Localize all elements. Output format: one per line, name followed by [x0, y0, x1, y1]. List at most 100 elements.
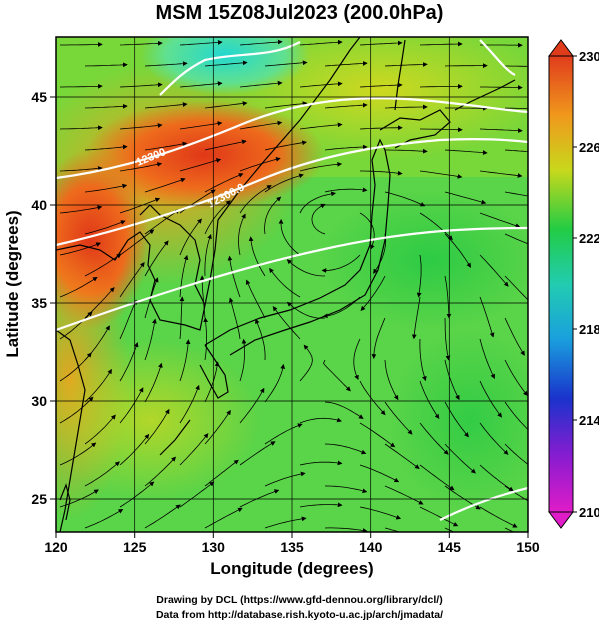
streamline — [59, 242, 101, 256]
streamline — [359, 82, 403, 88]
streamline — [479, 212, 521, 228]
streamline — [385, 148, 428, 154]
streamline — [419, 464, 455, 491]
streamline — [255, 318, 266, 361]
streamline — [144, 141, 188, 151]
streamline — [119, 123, 163, 130]
colorbar-label: 218 — [579, 322, 599, 337]
streamline — [479, 338, 495, 380]
streamline — [384, 104, 428, 110]
streamline — [299, 344, 313, 382]
streamline — [144, 177, 186, 193]
streamline — [119, 262, 145, 298]
streamline — [144, 102, 188, 109]
streamline — [264, 196, 282, 235]
x-tick-label: 150 — [516, 539, 540, 555]
streamline — [505, 65, 528, 67]
streamline — [179, 384, 200, 424]
x-tick-label: 145 — [438, 539, 462, 555]
streamline — [353, 338, 361, 381]
colorbar-label: 230 — [579, 49, 599, 64]
streamline — [119, 387, 144, 424]
x-tick-label: 130 — [202, 539, 226, 555]
colorbar-label: 214 — [579, 413, 599, 428]
streamline — [59, 489, 99, 508]
streamline — [321, 254, 361, 273]
streamline — [204, 60, 248, 67]
streamline — [325, 485, 368, 494]
streamline — [299, 39, 343, 46]
streamline — [179, 40, 223, 46]
streamline — [371, 317, 386, 359]
streamline — [444, 275, 452, 319]
streamline — [227, 255, 241, 298]
streamline — [359, 422, 396, 448]
streamline — [119, 197, 161, 214]
streamline — [84, 508, 124, 529]
streamline — [479, 506, 518, 528]
streamline — [419, 422, 449, 455]
streamline — [179, 254, 189, 298]
streamline — [179, 296, 185, 340]
streamline — [324, 527, 368, 532]
streamline — [245, 279, 266, 319]
streamline — [179, 81, 223, 88]
lat-lon-grid — [56, 37, 528, 532]
streamline — [419, 380, 440, 420]
streamline — [286, 259, 326, 277]
streamline — [84, 183, 128, 193]
streamline — [299, 460, 343, 466]
streamline — [299, 502, 343, 508]
streamline — [264, 363, 286, 403]
streamline — [272, 306, 301, 340]
streamline — [238, 213, 246, 256]
streamline — [119, 299, 137, 340]
streamline — [504, 275, 528, 301]
streamline — [479, 170, 523, 178]
y-tick-label: 25 — [31, 491, 47, 507]
streamline — [359, 125, 403, 131]
streamline — [384, 485, 424, 505]
streamline — [479, 254, 509, 287]
streamline — [504, 233, 528, 245]
streamline — [84, 220, 126, 235]
streamline — [384, 359, 399, 401]
streamline — [444, 527, 455, 532]
streamline — [204, 409, 231, 445]
streamline — [504, 527, 515, 532]
streamline — [144, 240, 169, 277]
streamline — [84, 62, 128, 68]
streamline — [84, 144, 128, 151]
streamline — [324, 102, 368, 109]
streamline — [239, 39, 283, 46]
streamline — [144, 318, 157, 361]
streamline — [278, 218, 301, 256]
streamline — [239, 156, 281, 172]
x-tick-marks — [55, 532, 529, 538]
streamline — [59, 442, 97, 466]
streamline — [504, 149, 528, 153]
streamline — [144, 408, 170, 445]
streamline — [479, 128, 523, 133]
x-axis-label: Longitude (degrees) — [210, 559, 373, 578]
streamline — [324, 144, 368, 151]
streamline — [359, 212, 375, 250]
streamline — [119, 342, 139, 382]
streamline — [373, 233, 387, 274]
streamline — [299, 191, 336, 214]
wind-streamlines — [59, 39, 528, 532]
streamline — [204, 173, 244, 193]
streamline — [119, 162, 163, 172]
colorbar-label: 210 — [579, 505, 599, 520]
streamline — [479, 464, 514, 492]
streamline — [444, 443, 476, 474]
streamline — [444, 233, 472, 268]
streamline — [239, 338, 247, 382]
streamline — [324, 401, 364, 419]
streamline — [384, 527, 401, 532]
streamline — [264, 423, 303, 445]
streamline — [204, 139, 247, 151]
colorbar-label: 222 — [579, 231, 599, 246]
streamline — [264, 140, 307, 151]
y-tick-label: 35 — [31, 295, 47, 311]
